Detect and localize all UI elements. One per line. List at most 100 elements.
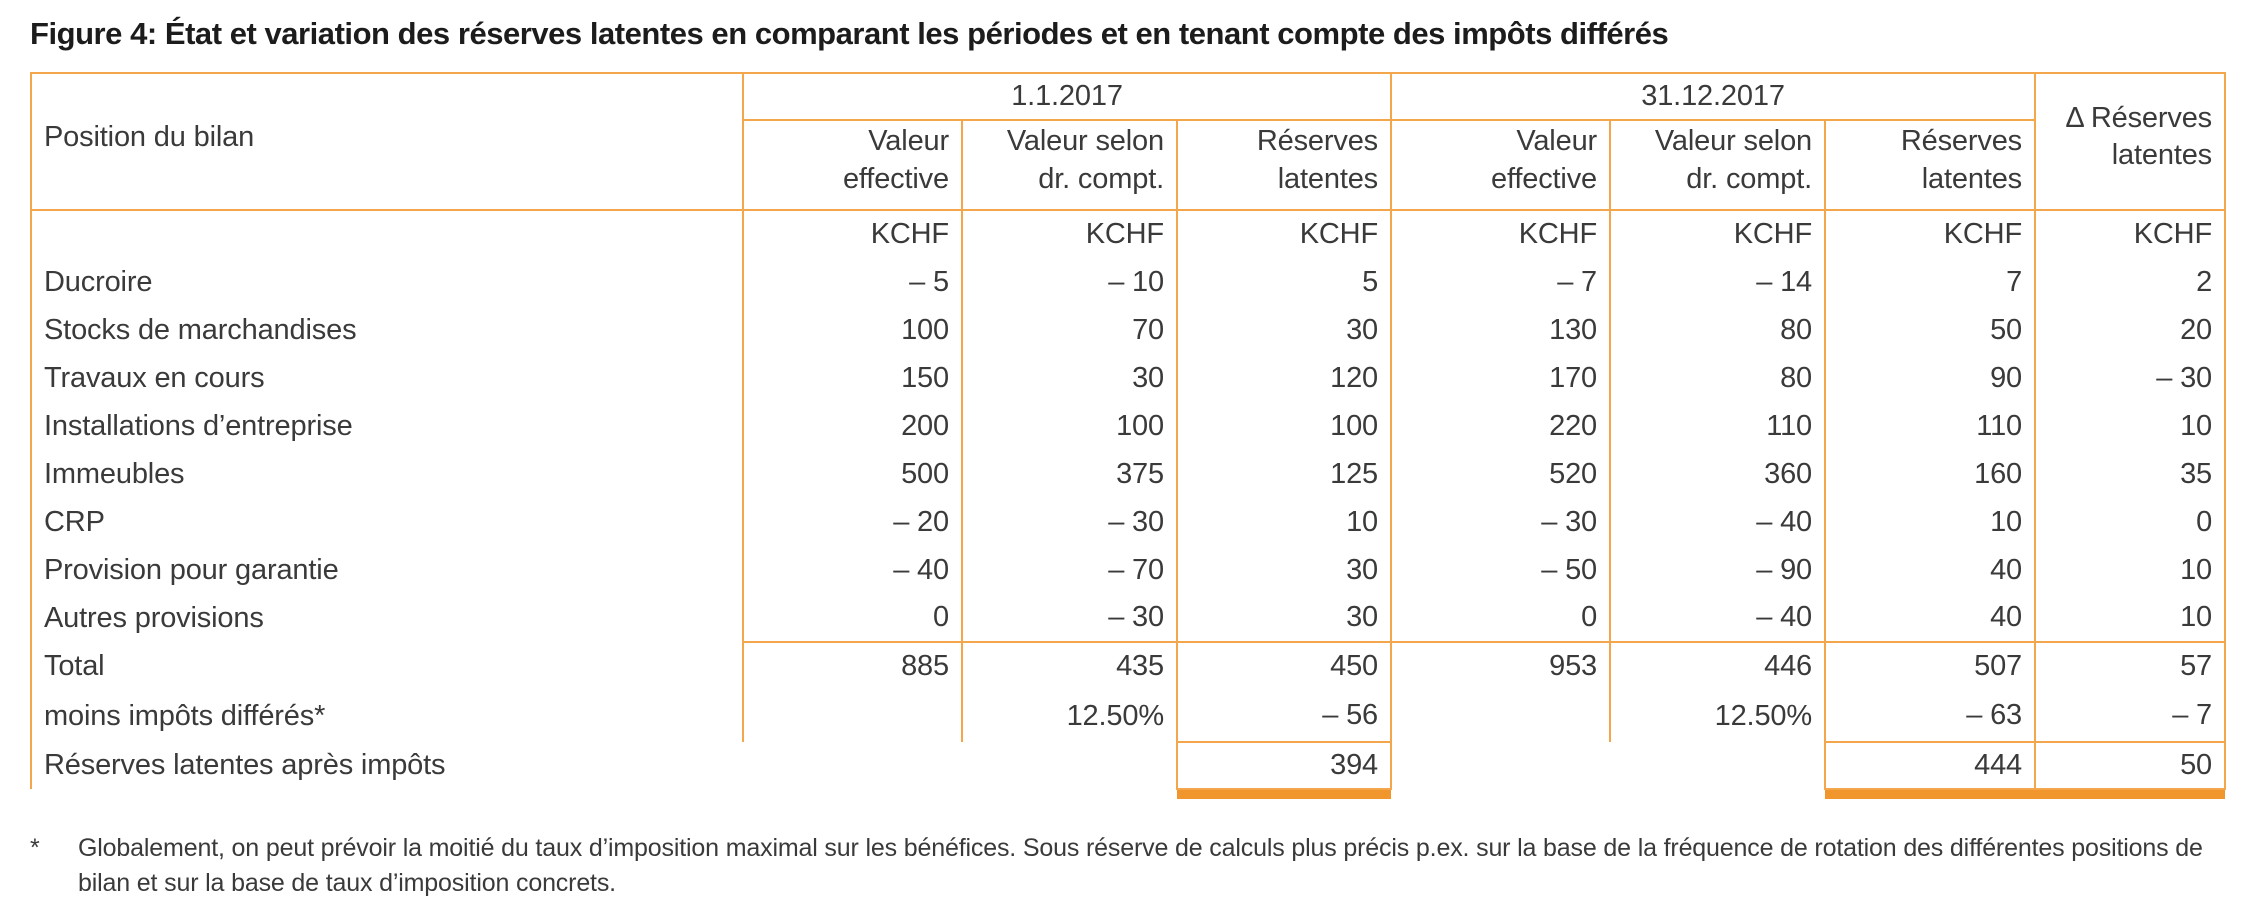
row-label: moins impôts différés* — [30, 690, 743, 742]
table-cell: – 7 — [1390, 258, 1611, 306]
unit-cell: KCHF — [2034, 210, 2227, 258]
table-cell: 507 — [1824, 641, 2036, 690]
unit-cell: KCHF — [1175, 210, 1392, 258]
figure-page: Figure 4: État et variation des réserves… — [30, 16, 2227, 900]
table-row-units: KCHF KCHF KCHF KCHF KCHF KCHF KCHF — [30, 210, 2227, 258]
col-header-valeur-selon-1: Valeur selon dr. compt. — [961, 120, 1177, 211]
table-cell: 10 — [1824, 498, 2036, 546]
table-cell: 40 — [1824, 546, 2036, 594]
table-cell: – 56 — [1175, 690, 1392, 742]
col-header-valeur-selon-2: Valeur selon dr. compt. — [1609, 120, 1826, 211]
accent-bar-left — [1177, 789, 1392, 799]
table-cell: – 63 — [1824, 690, 2036, 742]
table-cell: 2 — [2034, 258, 2227, 306]
table-cell: 5 — [1175, 258, 1392, 306]
table-row-periods: Position du bilan 1.1.2017 31.12.2017 Δ … — [30, 72, 2227, 211]
unit-cell: KCHF — [742, 210, 962, 258]
table-cell: 110 — [1609, 402, 1826, 450]
table-cell: – 30 — [2034, 354, 2227, 402]
bar-spacer — [1610, 789, 1825, 799]
delta-column-header: Δ Réserves latentes — [2034, 72, 2227, 211]
period-header-31-12-2017: 31.12.2017 — [1390, 72, 2036, 121]
table-cell — [962, 742, 1177, 789]
table-cell: 170 — [1390, 354, 1611, 402]
table-row-ducroire: Ducroire – 5 – 10 5 – 7 – 14 7 2 — [30, 258, 2227, 306]
table-cell: 30 — [1175, 306, 1392, 354]
table-cell: 120 — [1175, 354, 1392, 402]
table-cell: 30 — [961, 354, 1177, 402]
table-cell: – 14 — [1609, 258, 1826, 306]
row-label: Stocks de marchandises — [30, 306, 743, 354]
table-cell: – 20 — [742, 498, 962, 546]
table-cell: – 5 — [742, 258, 962, 306]
table-cell: 50 — [1824, 306, 2036, 354]
table-cell: 12.50% — [961, 690, 1177, 742]
table-row-immeubles: Immeubles 500 375 125 520 360 160 35 — [30, 450, 2227, 498]
unit-cell: KCHF — [961, 210, 1177, 258]
table-cell — [1391, 742, 1610, 789]
footnote: * Globalement, on peut prévoir la moitié… — [30, 831, 2224, 900]
footnote-text: Globalement, on peut prévoir la moitié d… — [78, 834, 2203, 897]
table-cell: 70 — [961, 306, 1177, 354]
unit-cell: KCHF — [1609, 210, 1826, 258]
row-label: Immeubles — [30, 450, 743, 498]
col-header-reserves-latentes-1: Réserves latentes — [1175, 120, 1392, 211]
table-cell: 10 — [2034, 594, 2227, 642]
table-cell: – 40 — [1609, 594, 1826, 642]
table-row-apres-impots: Réserves latentes après impôts 394 444 5… — [30, 741, 2227, 790]
col-header-valeur-effective-2: Valeur effective — [1390, 120, 1611, 211]
table-row-travaux: Travaux en cours 150 30 120 170 80 90 – … — [30, 354, 2227, 402]
figure-title: Figure 4: État et variation des réserves… — [30, 16, 1669, 51]
bar-spacer — [1391, 789, 1610, 799]
table-cell: 10 — [2034, 546, 2227, 594]
table-cell: – 40 — [1609, 498, 1826, 546]
table-cell: 7 — [1824, 258, 2036, 306]
row-label: Installations d’entreprise — [30, 402, 743, 450]
table-cell: – 7 — [2034, 690, 2227, 742]
row-label: Ducroire — [30, 258, 743, 306]
table-cell: – 10 — [961, 258, 1177, 306]
table-cell: 35 — [2034, 450, 2227, 498]
table-cell: 130 — [1390, 306, 1611, 354]
table-cell: 57 — [2034, 641, 2227, 690]
table-cell: 375 — [961, 450, 1177, 498]
bar-spacer — [743, 789, 962, 799]
table-cell: 110 — [1824, 402, 2036, 450]
table-cell: 20 — [2034, 306, 2227, 354]
table-row-provision-garantie: Provision pour garantie – 40 – 70 30 – 5… — [30, 546, 2227, 594]
table-cell: 100 — [742, 306, 962, 354]
result-cell-1-1-2017: 394 — [1175, 741, 1393, 790]
col-header-reserves-latentes-2: Réserves latentes — [1824, 120, 2036, 211]
table-cell: – 30 — [1390, 498, 1611, 546]
table-cell: 40 — [1824, 594, 2036, 642]
table-cell: 435 — [961, 641, 1177, 690]
table-cell: 90 — [1824, 354, 2036, 402]
table-cell: 30 — [1175, 546, 1392, 594]
accent-bar-right — [1825, 789, 2036, 799]
table-cell: 100 — [961, 402, 1177, 450]
table-cell — [1610, 742, 1825, 789]
table-cell — [1390, 690, 1611, 742]
table-cell: 200 — [742, 402, 962, 450]
table-row-accent-bars — [31, 789, 2226, 799]
unit-row-spacer — [30, 210, 743, 258]
table-row-autres-provisions: Autres provisions 0 – 30 30 0 – 40 40 10 — [30, 594, 2227, 642]
unit-cell: KCHF — [1390, 210, 1611, 258]
table-cell: 0 — [2034, 498, 2227, 546]
row-label: Autres provisions — [30, 594, 743, 642]
table-row-total: Total 885 435 450 953 446 507 57 — [30, 641, 2227, 690]
row-label: Réserves latentes après impôts — [30, 742, 743, 789]
table-cell: 150 — [742, 354, 962, 402]
period-header-1-1-2017: 1.1.2017 — [741, 72, 1392, 121]
table-cell: – 30 — [961, 498, 1177, 546]
table-cell: – 70 — [961, 546, 1177, 594]
result-cell-31-12-2017: 444 — [1824, 741, 2036, 790]
table-cell: 885 — [742, 641, 962, 690]
row-header-label: Position du bilan — [30, 72, 743, 211]
table-cell: 100 — [1175, 402, 1392, 450]
result-cell-delta: 50 — [2034, 741, 2227, 790]
table-cell — [742, 690, 962, 742]
footnote-marker: * — [30, 834, 40, 862]
table-cell: – 50 — [1390, 546, 1611, 594]
accent-bar-right — [2035, 789, 2226, 799]
